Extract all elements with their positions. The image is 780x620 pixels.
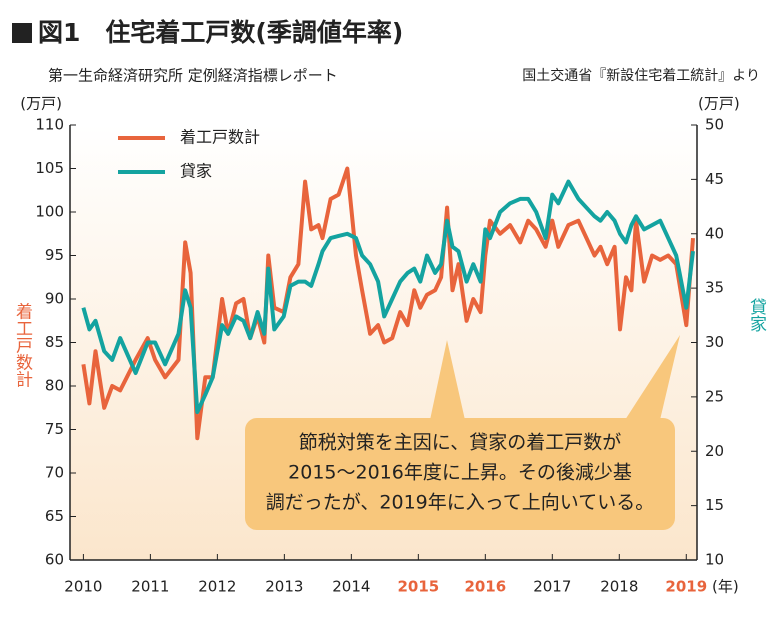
title-square — [12, 23, 32, 43]
x-tick-label: 2011 — [131, 578, 169, 596]
y-tick-label: 75 — [45, 420, 64, 438]
y2-tick-label: 15 — [705, 496, 724, 514]
y2-axis-label: 貸家 — [746, 298, 767, 332]
x-tick-label: 2016 — [464, 578, 506, 596]
y2-tick-label: 10 — [705, 551, 724, 569]
y-tick-label: 105 — [35, 159, 64, 177]
y-tick-label: 70 — [45, 464, 64, 482]
legend-label: 着工戸数計 — [180, 128, 260, 147]
y-tick-label: 100 — [35, 203, 64, 221]
y-tick-label: 80 — [45, 377, 64, 395]
x-tick-label: 2015 — [397, 578, 439, 596]
y-tick-label: 60 — [45, 551, 64, 569]
chart-title: 図1 住宅着工戸数(季調値年率) — [38, 18, 403, 47]
y2-tick-label: 25 — [705, 387, 724, 405]
source: 国土交通省『新設住宅着工統計』より — [522, 67, 760, 84]
y2-tick-label: 45 — [705, 170, 724, 188]
subtitle: 第一生命経済研究所 定例経済指標レポート — [48, 67, 338, 85]
series-line — [81, 179, 695, 415]
x-tick-label: 2012 — [198, 578, 236, 596]
annotation-line: 2015～2016年度に上昇。その後減少基 — [288, 462, 632, 484]
x-tick-label: 2014 — [332, 578, 370, 596]
callout-box — [245, 418, 675, 530]
y2-tick-label: 40 — [705, 224, 724, 242]
legend-label: 貸家 — [180, 162, 212, 181]
x-axis-label: (年) — [712, 578, 739, 596]
y-tick-label: 95 — [45, 246, 64, 264]
y2-tick-label: 20 — [705, 442, 724, 460]
y-unit: (万戸) — [20, 95, 62, 113]
y-tick-label: 90 — [45, 290, 64, 308]
x-tick-label: 2019 — [665, 578, 707, 596]
y2-tick-label: 50 — [705, 116, 724, 134]
annotation: 節税対策を主因に、貸家の着工戸数が 2015～2016年度に上昇。その後減少基調だ… — [245, 335, 680, 530]
x-tick-label: 2013 — [265, 578, 303, 596]
x-tick-label: 2018 — [600, 578, 638, 596]
y-axis-label: 着工戸数計 — [12, 302, 33, 387]
callout-pointer — [430, 335, 680, 420]
y-tick-label: 85 — [45, 333, 64, 351]
y2-tick-label: 30 — [705, 333, 724, 351]
x-tick-label: 2010 — [64, 578, 102, 596]
annotation-line: 調だったが、2019年に入って上向いている。 — [266, 492, 654, 514]
y-tick-label: 110 — [35, 116, 64, 134]
annotation-line: 節税対策を主因に、貸家の着工戸数が — [299, 432, 621, 454]
x-tick-label: 2017 — [533, 578, 571, 596]
y2-unit: (万戸) — [698, 95, 740, 113]
y-tick-label: 65 — [45, 507, 64, 525]
y2-tick-label: 35 — [705, 279, 724, 297]
